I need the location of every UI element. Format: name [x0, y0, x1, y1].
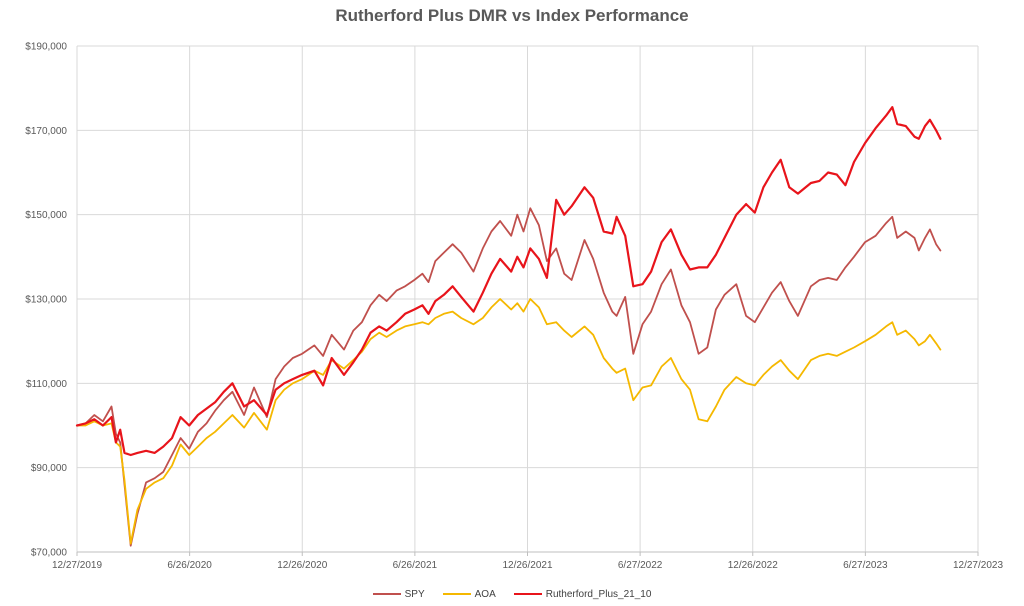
- legend-item-aoa: AOA: [442, 588, 496, 600]
- series-line-spy: [76, 207, 942, 547]
- x-axis: 12/27/2019 6/26/2020 12/26/2020 6/26/2021 12…: [52, 551, 1003, 571]
- y-tick-label: $170,000: [25, 126, 67, 137]
- series-line-aoa: [76, 298, 942, 545]
- x-tick-label: 12/27/2023: [953, 560, 1003, 571]
- y-axis: $70,000 $90,000 $110,000 $130,000 $150,000 $1…: [25, 42, 67, 559]
- x-tick-label: 12/26/2020: [277, 560, 327, 571]
- y-tick-label: $90,000: [31, 463, 68, 474]
- legend-label-rutherford: Rutherford_Plus_21_10: [545, 588, 652, 600]
- x-tick-label: 12/26/2021: [502, 560, 552, 571]
- y-tick-label: $130,000: [25, 295, 67, 306]
- y-tick-label: $190,000: [25, 42, 67, 53]
- legend-swatch-spy: [372, 593, 401, 595]
- legend-swatch-aoa: [442, 593, 471, 595]
- x-tick-label: 12/26/2022: [728, 560, 778, 571]
- legend: SPY AOA Rutherford_Plus_21_10: [0, 586, 1024, 602]
- x-tick-label: 6/27/2023: [843, 560, 888, 571]
- x-tick-label: 6/27/2022: [618, 560, 663, 571]
- legend-item-spy: SPY: [372, 588, 425, 600]
- gridlines: [76, 45, 979, 553]
- series-line-rutherford-plus-21-10: [75, 106, 942, 457]
- chart-title: Rutherford Plus DMR vs Index Performance: [335, 6, 689, 25]
- y-tick-label: $110,000: [26, 379, 67, 390]
- x-tick-label: 6/26/2021: [393, 560, 438, 571]
- x-tick-label: 12/27/2019: [52, 560, 102, 571]
- series-lines: [75, 106, 942, 547]
- y-tick-label: $70,000: [31, 548, 68, 559]
- legend-item-rutherford: Rutherford_Plus_21_10: [513, 588, 652, 600]
- y-tick-label: $150,000: [25, 210, 67, 221]
- legend-label-aoa: AOA: [474, 588, 496, 600]
- legend-swatch-rutherford: [513, 593, 542, 595]
- legend-label-spy: SPY: [404, 588, 425, 600]
- x-tick-label: 6/26/2020: [167, 560, 212, 571]
